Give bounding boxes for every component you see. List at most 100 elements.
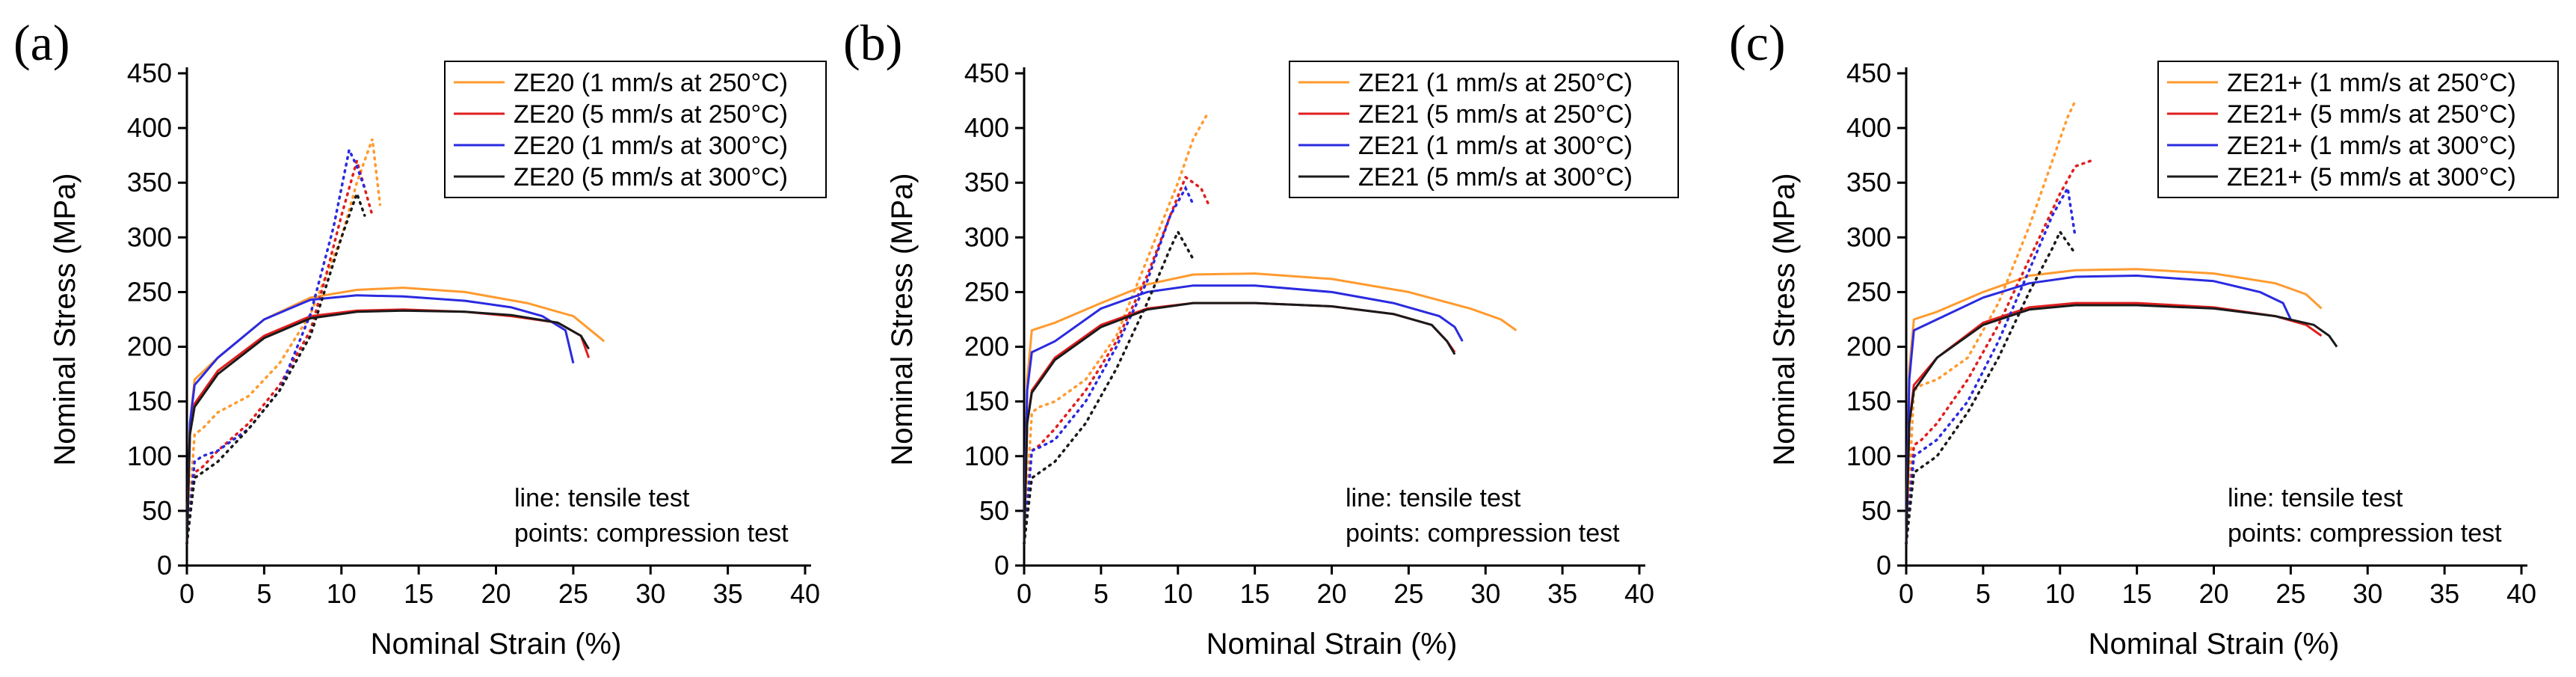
- annotation-note: points: compression test: [1346, 519, 1620, 548]
- tensile-line-3: [185, 294, 575, 544]
- legend-box: [1289, 61, 1679, 198]
- y-tick-label: 350: [1846, 167, 1891, 197]
- annotation-note: points: compression test: [514, 519, 789, 548]
- x-tick-label: 15: [1240, 578, 1270, 609]
- compression-points-4: [1023, 229, 1195, 545]
- legend-entry: ZE20 (1 mm/s at 300°C): [514, 132, 788, 160]
- legend: ZE21 (1 mm/s at 250°C) ZE21 (5 mm/s at 25…: [1289, 61, 1679, 198]
- y-tick-label: 50: [979, 495, 1009, 526]
- x-tick-label: 0: [1017, 578, 1032, 609]
- x-tick-label: 30: [1470, 578, 1500, 609]
- x-axis-title: Nominal Strain (%): [1207, 628, 1458, 661]
- legend: ZE21+ (1 mm/s at 250°C) ZE21+ (5 mm/s at …: [2157, 61, 2559, 198]
- compression-points-4: [185, 189, 366, 545]
- y-tick-label: 0: [1876, 550, 1891, 580]
- y-tick-label: 450: [127, 58, 172, 88]
- legend-entry: ZE21+ (1 mm/s at 300°C): [2227, 132, 2516, 160]
- panel-label: (c): [1729, 14, 1785, 71]
- x-tick-label: 0: [179, 578, 194, 609]
- x-tick-label: 35: [713, 578, 743, 609]
- x-tick-label: 40: [790, 578, 820, 609]
- x-tick-label: 10: [2045, 578, 2075, 609]
- compression-points-1: [185, 138, 382, 545]
- y-tick-label: 250: [964, 276, 1009, 307]
- tensile-line-4: [1023, 301, 1456, 544]
- y-tick-label: 400: [964, 112, 1009, 143]
- x-tick-label: 35: [2429, 578, 2459, 609]
- y-tick-label: 350: [127, 167, 172, 197]
- legend-entry: ZE20 (5 mm/s at 250°C): [514, 100, 788, 129]
- annotation-note: line: tensile test: [2228, 484, 2403, 512]
- annotation-note: points: compression test: [2228, 519, 2502, 548]
- tensile-line-3: [1905, 275, 2292, 544]
- x-tick-label: 10: [327, 578, 357, 609]
- legend-entry: ZE21 (1 mm/s at 300°C): [1358, 132, 1633, 160]
- x-tick-label: 20: [2198, 578, 2228, 609]
- panel-label: (b): [843, 14, 902, 71]
- legend-entry: ZE20 (1 mm/s at 250°C): [514, 69, 788, 97]
- x-tick-label: 25: [558, 578, 588, 609]
- legend-box: [2157, 61, 2559, 198]
- compression-points-2: [1905, 159, 2092, 545]
- y-tick-label: 300: [964, 221, 1009, 252]
- compression-points-3: [185, 145, 366, 545]
- y-tick-label: 50: [1861, 495, 1891, 526]
- y-tick-label: 200: [1846, 331, 1891, 362]
- chart-panel-1: (a)0 5 10 15 20 25 30 35 40050100150200250300350…: [13, 14, 827, 661]
- y-tick-label: 400: [1846, 112, 1891, 143]
- y-tick-label: 150: [1846, 386, 1891, 417]
- y-axis-title: Nominal Stress (MPa): [886, 173, 919, 465]
- y-tick-label: 100: [1846, 441, 1891, 471]
- annotation-note: line: tensile test: [514, 484, 690, 512]
- annotation-note: line: tensile test: [1346, 484, 1521, 512]
- y-axis-title: Nominal Stress (MPa): [49, 173, 81, 465]
- x-tick-label: 15: [2122, 578, 2152, 609]
- compression-points-2: [1023, 175, 1210, 545]
- panel-label: (a): [13, 14, 70, 71]
- y-tick-label: 400: [127, 112, 172, 143]
- x-tick-label: 40: [2506, 578, 2536, 609]
- y-tick-label: 50: [142, 495, 172, 526]
- legend: ZE20 (1 mm/s at 250°C) ZE20 (5 mm/s at 25…: [444, 61, 827, 198]
- compression-points-1: [1905, 99, 2077, 545]
- compression-points-2: [185, 156, 374, 545]
- x-tick-label: 20: [481, 578, 511, 609]
- x-axis-title: Nominal Strain (%): [2089, 628, 2340, 661]
- y-tick-label: 300: [127, 221, 172, 252]
- legend-entry: ZE21+ (5 mm/s at 250°C): [2227, 100, 2516, 129]
- y-tick-label: 200: [964, 331, 1009, 362]
- x-tick-label: 25: [1393, 578, 1423, 609]
- tensile-line-4: [1905, 304, 2338, 544]
- y-tick-label: 250: [1846, 276, 1891, 307]
- x-tick-label: 30: [2352, 578, 2382, 609]
- chart-panel-2: (b)0 5 10 15 20 25 30 35 40050100150200250300350…: [843, 14, 1679, 661]
- x-tick-label: 40: [1624, 578, 1654, 609]
- legend-entry: ZE21+ (5 mm/s at 300°C): [2227, 163, 2516, 192]
- y-tick-label: 100: [127, 441, 172, 471]
- tensile-line-1: [1905, 268, 2323, 544]
- x-tick-label: 5: [1976, 578, 1991, 609]
- y-tick-label: 450: [964, 58, 1009, 88]
- x-tick-label: 5: [1094, 578, 1109, 609]
- tensile-line-4: [185, 309, 590, 544]
- y-tick-label: 150: [127, 386, 172, 417]
- legend-entry: ZE21 (5 mm/s at 250°C): [1358, 100, 1633, 129]
- y-tick-label: 200: [127, 331, 172, 362]
- tensile-line-3: [1023, 284, 1464, 544]
- y-tick-label: 450: [1846, 58, 1891, 88]
- legend-entry: ZE21+ (1 mm/s at 250°C): [2227, 69, 2516, 97]
- y-tick-label: 300: [1846, 221, 1891, 252]
- x-tick-label: 35: [1547, 578, 1577, 609]
- y-tick-label: 250: [127, 276, 172, 307]
- x-tick-label: 5: [256, 578, 271, 609]
- x-tick-label: 25: [2275, 578, 2305, 609]
- x-axis-title: Nominal Strain (%): [371, 628, 622, 661]
- x-tick-label: 20: [1316, 578, 1346, 609]
- y-tick-label: 0: [994, 550, 1009, 580]
- y-tick-label: 0: [157, 550, 172, 580]
- y-axis-title: Nominal Stress (MPa): [1768, 173, 1801, 465]
- compression-points-3: [1905, 184, 2077, 545]
- y-tick-label: 350: [964, 167, 1009, 197]
- legend-entry: ZE20 (5 mm/s at 300°C): [514, 163, 788, 192]
